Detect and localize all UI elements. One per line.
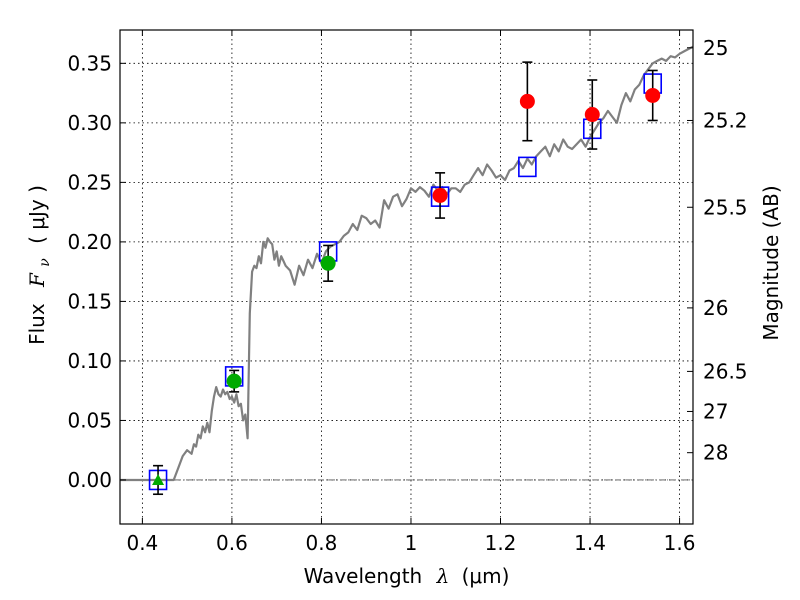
y-tick-label: 0.30: [67, 111, 112, 135]
y-tick-label: 0.10: [67, 349, 112, 373]
x-tick-label: 1.4: [574, 531, 606, 555]
model-photometry-square: [518, 156, 537, 178]
y-axis-label: Flux F ν ( μJy ): [25, 185, 54, 345]
y2-axis-label: Magnitude (AB): [759, 185, 783, 340]
y-tick-label: 0.35: [67, 51, 112, 75]
series-layer: [120, 45, 693, 496]
observed-data-point: [320, 255, 336, 271]
y2-tick-label: 27: [703, 399, 728, 423]
y2-tick-label: 28: [703, 441, 728, 465]
x-tick-label: 1: [405, 531, 418, 555]
y-tick-label: 0.25: [67, 170, 112, 194]
x-axis-label-unit: (μm): [462, 564, 510, 588]
x-tick-label: 0.8: [306, 531, 338, 555]
plot-frame: [119, 29, 694, 525]
x-tick-label: 1.6: [664, 531, 696, 555]
x-tick-label: 0.6: [216, 531, 248, 555]
observed-data-point: [432, 187, 448, 203]
y-axis-label-subscript: ν: [37, 258, 53, 267]
y2-tick-label: 25: [703, 36, 728, 60]
y-axis-label-text: Flux: [25, 303, 49, 345]
y-tick-label: 0.15: [67, 289, 112, 313]
plot-area: [120, 45, 693, 496]
observed-data-point: [645, 87, 661, 103]
upper-limit-triangle: [152, 473, 165, 485]
x-tick-label: 0.4: [126, 531, 158, 555]
x-tick-label: 1.2: [485, 531, 517, 555]
y-tick-label: 0.05: [67, 408, 112, 432]
y-tick-label: 0.20: [67, 230, 112, 254]
observed-data-point: [226, 373, 242, 389]
observed-data-point: [519, 93, 535, 109]
y2-tick-label: 26.5: [703, 359, 748, 383]
x-axis-label-symbol: λ: [436, 564, 450, 588]
y-axis-label-symbol: F: [25, 272, 49, 288]
y-tick-label: 0.00: [67, 468, 112, 492]
y2-tick-label: 26: [703, 296, 728, 320]
x-axis-label: Wavelength λ (μm): [304, 564, 510, 588]
y2-tick-label: 25.2: [703, 108, 748, 132]
axis-ticks: 0.4 0.6 0.8 1 1.2 1.4 1.6 0.00 0.05 0.10 0.15 0.20 0…: [67, 30, 748, 555]
observed-data-point: [584, 107, 600, 123]
y2-tick-label: 25.5: [703, 195, 748, 219]
x-axis-label-text: Wavelength: [304, 564, 423, 588]
grid-lines: [120, 30, 693, 524]
y-axis-label-unit: ( μJy ): [25, 185, 49, 244]
